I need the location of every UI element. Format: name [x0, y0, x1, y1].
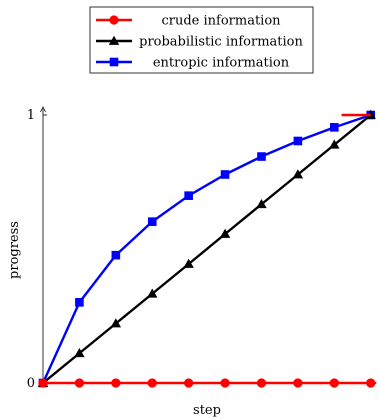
legend-marker — [109, 15, 119, 25]
legend-marker — [109, 57, 119, 67]
data-point — [111, 378, 121, 388]
data-point — [256, 199, 267, 209]
data-point — [183, 258, 194, 268]
data-point — [220, 378, 230, 388]
data-point — [147, 217, 157, 226]
data-point — [365, 109, 376, 119]
data-point — [111, 250, 121, 260]
series-probabilistic-information — [37, 109, 376, 387]
data-point — [74, 378, 85, 388]
legend-label: entropic information — [153, 56, 290, 71]
legend-marker — [108, 35, 120, 45]
data-point — [292, 169, 304, 179]
series-line — [41, 113, 372, 384]
data-point — [330, 123, 339, 132]
data-point — [366, 378, 376, 388]
x-axis-label: step — [193, 403, 221, 418]
series-crude-information — [38, 378, 376, 388]
series-line — [42, 114, 372, 384]
data-point — [293, 378, 303, 388]
legend-entry: crude information — [96, 14, 281, 29]
data-point — [147, 378, 157, 388]
data-point — [256, 378, 267, 388]
legend-label: crude information — [161, 14, 281, 29]
data-point — [184, 191, 193, 200]
data-point — [329, 378, 339, 388]
series-entropic-information — [38, 110, 376, 388]
legend-label: probabilistic information — [139, 35, 303, 50]
y-tick-label: 1 — [27, 108, 35, 123]
data-point — [184, 378, 194, 388]
y-axis-arrow — [40, 106, 46, 113]
legend-entry: entropic information — [96, 56, 290, 71]
data-point — [110, 318, 122, 328]
data-point — [220, 170, 230, 179]
data-point — [147, 288, 158, 298]
chart-legend: crude information probabilistic informati… — [89, 6, 314, 74]
data-point — [219, 228, 231, 238]
series-layer — [37, 109, 376, 388]
data-point — [75, 298, 84, 307]
legend-entry: probabilistic information — [96, 35, 303, 50]
data-point — [329, 139, 340, 149]
data-point — [38, 378, 48, 388]
data-point — [293, 136, 303, 146]
data-point — [257, 152, 266, 161]
y-tick-label: 0 — [27, 376, 35, 391]
data-point — [74, 348, 85, 358]
y-axis-label: progress — [7, 221, 22, 279]
axes: 01 — [27, 106, 377, 391]
